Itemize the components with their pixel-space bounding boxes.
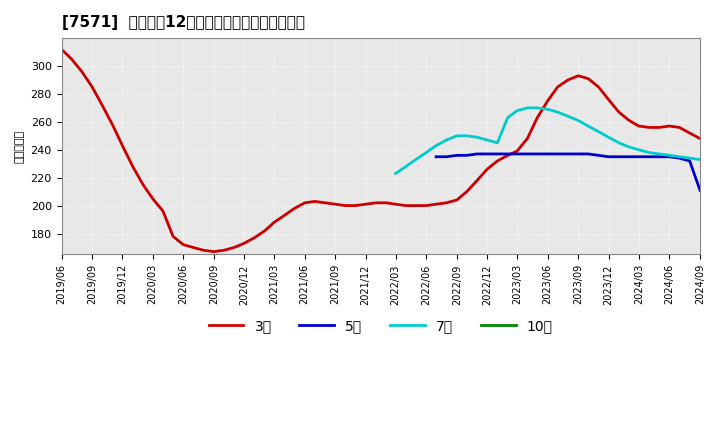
Line: 7年: 7年 xyxy=(395,108,700,173)
Legend: 3年, 5年, 7年, 10年: 3年, 5年, 7年, 10年 xyxy=(203,313,558,338)
Y-axis label: （百万円）: （百万円） xyxy=(15,130,25,163)
Line: 5年: 5年 xyxy=(436,154,700,190)
Text: [7571]  経常利益12か月移動合計の平均値の推移: [7571] 経常利益12か月移動合計の平均値の推移 xyxy=(61,15,305,30)
Line: 3年: 3年 xyxy=(61,49,700,252)
